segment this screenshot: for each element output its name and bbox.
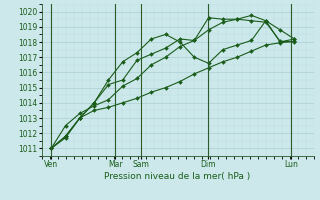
X-axis label: Pression niveau de la mer( hPa ): Pression niveau de la mer( hPa ) <box>104 172 251 181</box>
